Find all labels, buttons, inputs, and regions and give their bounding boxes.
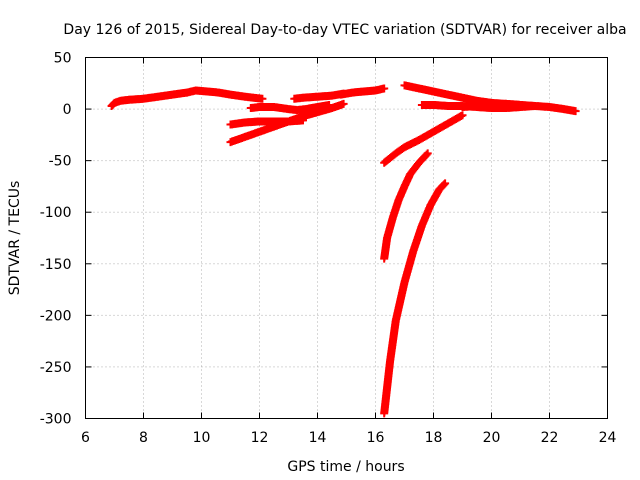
y-tick-label: -50 bbox=[49, 154, 72, 170]
y-tick-label: 50 bbox=[54, 51, 72, 67]
data-point bbox=[339, 99, 348, 108]
y-axis-label: SDTVAR / TECUs bbox=[7, 181, 23, 296]
x-tick-label: 16 bbox=[367, 430, 385, 446]
x-tick-label: 24 bbox=[599, 430, 617, 446]
y-tick-label: -100 bbox=[40, 205, 72, 221]
y-tick-label: -300 bbox=[40, 412, 72, 428]
series-arc-4 bbox=[226, 99, 348, 147]
data-point bbox=[258, 94, 267, 103]
series-arc-6 bbox=[336, 84, 389, 99]
x-tick-label: 10 bbox=[193, 430, 211, 446]
data-point bbox=[380, 84, 389, 93]
data-marks bbox=[107, 81, 580, 418]
y-tick-label: -150 bbox=[40, 257, 72, 273]
data-point bbox=[571, 107, 580, 116]
data-point bbox=[531, 101, 539, 110]
plot-frame bbox=[85, 57, 608, 419]
series-arc-5 bbox=[290, 89, 348, 103]
y-tick-label: -200 bbox=[40, 308, 72, 324]
y-tick-label: 0 bbox=[63, 102, 72, 118]
x-tick-label: 6 bbox=[81, 430, 90, 446]
data-point bbox=[441, 179, 450, 188]
axis-ticks: 6 8 10 12 14 16 18 20 22 24 50 0 -50 -100 -150 -200 -250… bbox=[40, 51, 617, 447]
data-point bbox=[423, 149, 432, 158]
x-tick-label: 18 bbox=[425, 430, 443, 446]
x-axis-label: GPS time / hours bbox=[287, 459, 404, 475]
series-arc-12 bbox=[380, 179, 450, 418]
x-tick-label: 14 bbox=[309, 430, 327, 446]
chart-title: Day 126 of 2015, Sidereal Day-to-day VTE… bbox=[63, 22, 626, 38]
x-tick-label: 20 bbox=[483, 430, 501, 446]
series-arc-9 bbox=[458, 99, 539, 112]
data-point bbox=[458, 111, 467, 120]
x-tick-label: 22 bbox=[541, 430, 559, 446]
x-tick-label: 8 bbox=[139, 430, 148, 446]
y-tick-label: -250 bbox=[40, 360, 72, 376]
x-tick-label: 12 bbox=[251, 430, 269, 446]
grid bbox=[85, 57, 608, 419]
series-arc-10 bbox=[380, 111, 467, 167]
series-arc-1 bbox=[107, 86, 267, 110]
series-arc-11 bbox=[380, 149, 432, 263]
data-point bbox=[422, 150, 431, 159]
